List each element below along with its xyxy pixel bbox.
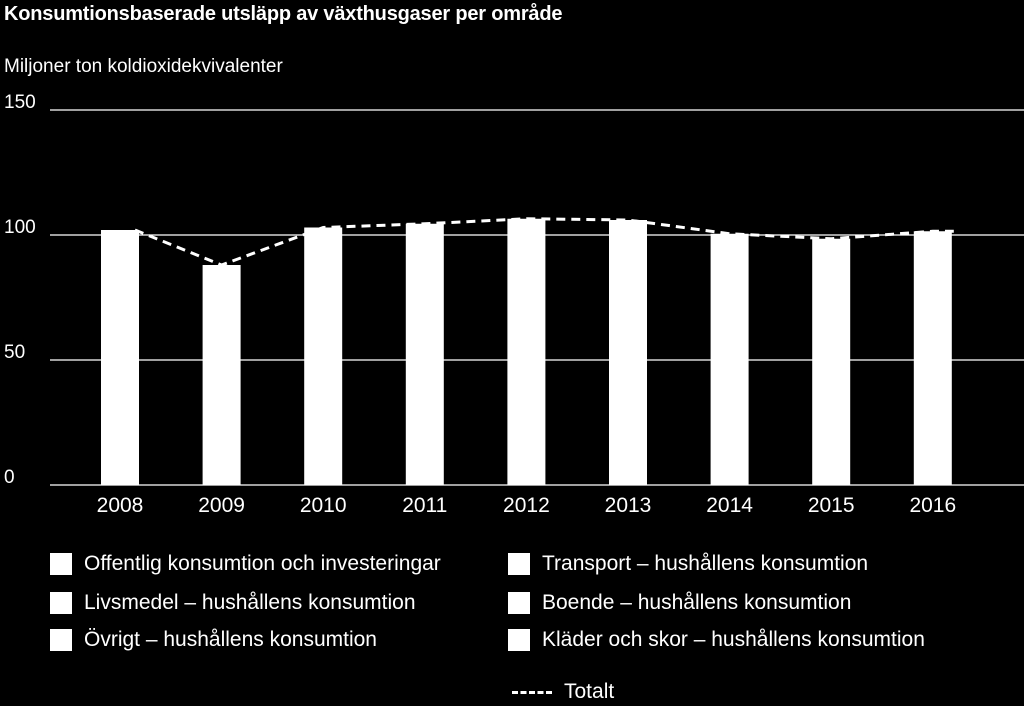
legend-swatch-transport <box>508 553 530 575</box>
y-tick-label: 150 <box>4 92 36 113</box>
x-tick-label: 2008 <box>97 494 144 517</box>
x-tick-label: 2016 <box>909 494 956 517</box>
legend-label-klader: Kläder och skor – hushållens konsumtion <box>542 628 925 651</box>
legend-label-offentlig: Offentlig konsumtion och investeringar <box>84 552 441 575</box>
legend-label-ovrigt: Övrigt – hushållens konsumtion <box>84 628 377 651</box>
legend-label-boende: Boende – hushållens konsumtion <box>542 591 852 614</box>
y-axis-label: Miljoner ton koldioxidekvivalenter <box>4 56 283 77</box>
legend-item-boende: Boende – hushållens konsumtion <box>508 591 851 615</box>
legend-item-livsmedel: Livsmedel – hushållens konsumtion <box>50 591 416 615</box>
legend-swatch-boende <box>508 592 530 614</box>
legend-swatch-offentlig <box>50 553 72 575</box>
x-tick-label: 2015 <box>808 494 855 517</box>
legend-label-transport: Transport – hushållens konsumtion <box>542 552 869 575</box>
y-tick-label: 0 <box>4 467 15 488</box>
x-tick-label: 2012 <box>503 494 550 517</box>
x-tick-label: 2011 <box>402 494 447 517</box>
x-tick-label: 2010 <box>300 494 347 517</box>
bar-2010 <box>304 227 343 485</box>
legend-swatch-klader <box>508 629 530 651</box>
chart-title: Konsumtionsbaserade utsläpp av växthusga… <box>4 3 563 25</box>
bar-2012 <box>507 218 546 485</box>
legend-item-transport: Transport – hushållens konsumtion <box>508 552 868 576</box>
bar-2014 <box>710 233 749 485</box>
legend-label-totalt: Totalt <box>564 680 615 703</box>
chart-plot: 0 50 100 150 2008 2009 2010 2011 2012 2013 2014 20… <box>4 92 1024 517</box>
legend-item-klader: Kläder och skor – hushållens konsumtion <box>508 628 925 652</box>
x-tick-label: 2013 <box>605 494 652 517</box>
line-totalt <box>134 217 954 267</box>
legend-label-livsmedel: Livsmedel – hushållens konsumtion <box>84 591 416 614</box>
bar-2011 <box>405 223 444 485</box>
bar-2009 <box>202 265 241 485</box>
x-tick-label: 2014 <box>706 494 753 517</box>
legend-swatch-ovrigt <box>50 629 72 651</box>
bar-2015 <box>812 238 851 485</box>
legend-swatch-livsmedel <box>50 592 72 614</box>
legend-item-offentlig: Offentlig konsumtion och investeringar <box>50 552 441 576</box>
x-tick-label: 2009 <box>198 494 245 517</box>
legend-item-ovrigt: Övrigt – hushållens konsumtion <box>50 628 377 652</box>
bar-2016 <box>913 231 952 485</box>
bar-2013 <box>609 220 647 485</box>
legend-swatch-totalt <box>512 690 552 694</box>
legend-item-totalt: Totalt <box>512 680 614 704</box>
y-tick-label: 100 <box>4 217 36 238</box>
bar-2008 <box>101 230 139 485</box>
y-tick-label: 50 <box>4 342 25 363</box>
